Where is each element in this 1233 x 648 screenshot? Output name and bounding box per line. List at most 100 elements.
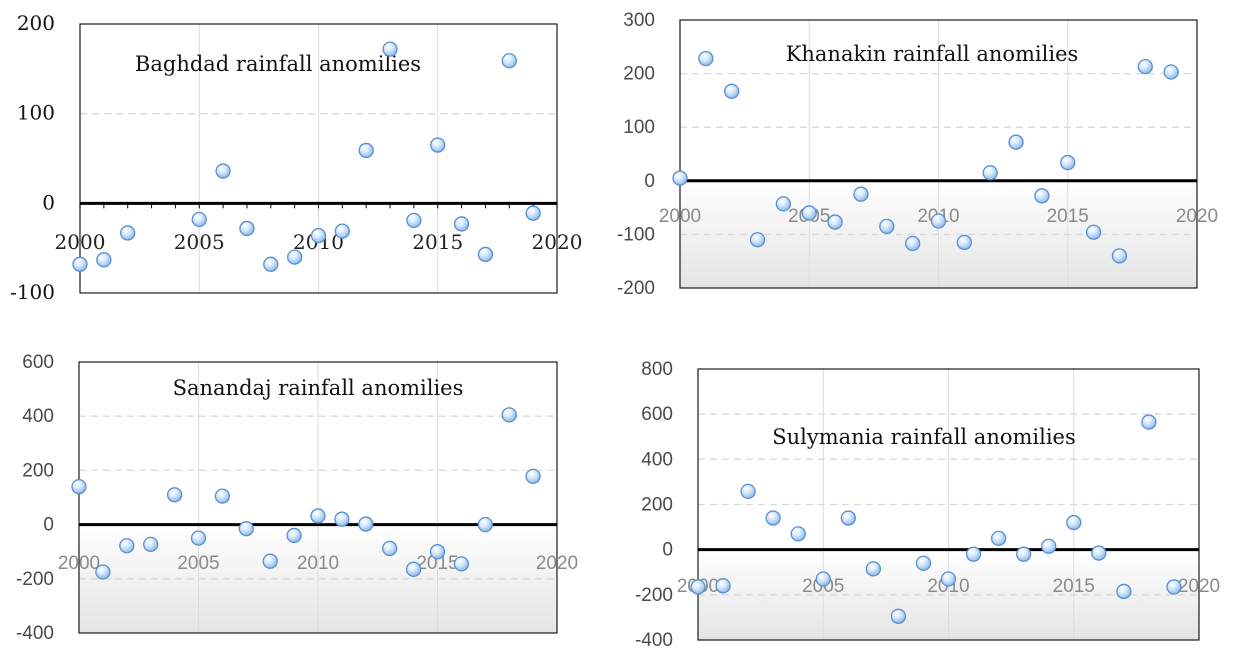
data-point [1085, 224, 1102, 240]
y-tick-label: 200 [17, 11, 55, 35]
data-point [1041, 538, 1057, 554]
data-point [190, 530, 207, 546]
x-tick-label: 2020 [1178, 576, 1220, 597]
data-point [815, 571, 831, 587]
x-tick-label: 2000 [55, 230, 106, 254]
data-point [429, 544, 446, 560]
y-tick-label: -400 [635, 630, 673, 648]
data-point [406, 212, 422, 229]
data-point [215, 163, 231, 179]
data-point [263, 256, 279, 272]
data-point [430, 137, 446, 153]
y-tick-label: 200 [641, 495, 673, 516]
data-point [724, 83, 740, 99]
data-point [865, 561, 881, 577]
data-point [120, 225, 136, 241]
x-tick-label: 2015 [412, 230, 463, 254]
data-point [905, 235, 921, 252]
data-point [191, 211, 207, 228]
data-point [96, 252, 112, 268]
data-point [740, 483, 756, 500]
y-tick-label: 0 [43, 515, 54, 536]
y-tick-label: -200 [16, 569, 54, 590]
data-point [238, 521, 254, 537]
x-tick-label: 2005 [174, 230, 225, 254]
data-point [1141, 414, 1157, 430]
data-point [286, 249, 303, 265]
data-point [166, 487, 183, 503]
data-point [214, 488, 231, 504]
x-tick-label: 2005 [177, 553, 219, 574]
x-tick-label: 2020 [1176, 206, 1218, 227]
data-point [501, 407, 517, 423]
data-point [1060, 154, 1076, 171]
y-tick-label: -400 [16, 623, 54, 644]
data-point [143, 536, 159, 553]
data-point [453, 556, 470, 572]
data-point [990, 530, 1007, 547]
y-tick-label: -100 [617, 224, 655, 245]
data-point [940, 571, 957, 587]
y-tick-label: -100 [10, 280, 55, 304]
y-tick-label: -200 [617, 278, 655, 299]
data-point [1066, 514, 1082, 531]
chart-title: Khanakin rainfall anomilies [786, 42, 1079, 66]
x-tick-label: 2015 [1047, 206, 1089, 227]
data-point [1091, 545, 1107, 561]
x-tick-label: 2010 [297, 553, 339, 574]
y-tick-label: 300 [623, 10, 655, 31]
data-point [239, 220, 255, 237]
data-point [956, 234, 972, 251]
data-point [358, 516, 374, 532]
data-point [405, 561, 422, 577]
data-point [1137, 58, 1153, 75]
data-point [801, 205, 817, 221]
y-tick-label: 800 [641, 359, 673, 380]
x-tick-label: 2020 [536, 553, 578, 574]
y-tick-label: 200 [623, 64, 655, 85]
data-point [1016, 546, 1032, 562]
y-tick-label: 200 [22, 460, 54, 481]
plot-frame [78, 361, 558, 634]
data-point [119, 538, 135, 554]
plot-frame [79, 23, 558, 294]
y-tick-label: 600 [22, 352, 54, 373]
data-point [382, 41, 398, 57]
data-point [915, 555, 932, 571]
data-point [1008, 134, 1024, 150]
data-point [1116, 583, 1132, 600]
data-point [1166, 579, 1182, 595]
y-tick-label: 0 [644, 171, 655, 192]
data-point [334, 511, 350, 527]
chart-title: Baghdad rainfall anomilies [135, 52, 421, 76]
data-point [1111, 248, 1128, 264]
data-point [890, 608, 907, 624]
chart-panel: 8006004002000-200-4002000200520102015202… [635, 359, 1220, 648]
data-point [879, 218, 895, 235]
x-tick-label: 2000 [58, 553, 100, 574]
plot-frame [679, 19, 1198, 289]
data-point [930, 213, 947, 229]
data-point [358, 142, 374, 159]
data-point [827, 214, 843, 230]
data-point [853, 186, 869, 202]
data-point [310, 227, 327, 244]
data-point [982, 165, 998, 181]
x-tick-label: 2015 [1053, 576, 1095, 597]
data-point [965, 546, 982, 562]
plot-frame [697, 368, 1200, 641]
x-tick-label: 2015 [416, 553, 458, 574]
data-point [72, 256, 88, 272]
data-point [525, 468, 541, 485]
x-tick-label: 2000 [659, 206, 701, 227]
data-point [749, 232, 766, 248]
y-tick-label: 100 [17, 101, 55, 125]
data-point [1034, 188, 1050, 204]
y-tick-label: 600 [641, 404, 673, 425]
data-point [672, 170, 688, 186]
chart-title: Sulymania rainfall anomilies [772, 425, 1076, 449]
data-point [790, 526, 806, 542]
data-point [95, 564, 111, 580]
